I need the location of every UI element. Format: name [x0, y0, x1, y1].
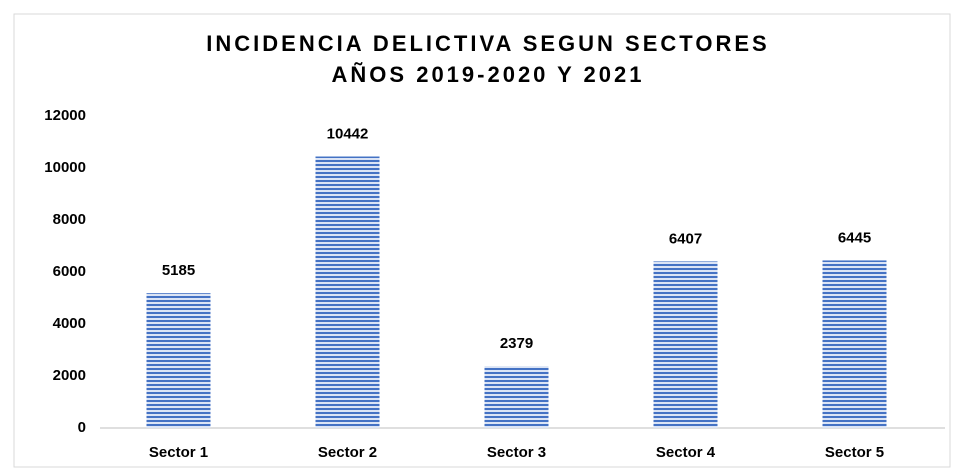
y-tick-label: 12000: [44, 107, 86, 124]
y-tick-label: 0: [78, 419, 86, 436]
chart-title: AÑOS 2019-2020 Y 2021: [332, 62, 645, 87]
y-tick-label: 10000: [44, 159, 86, 176]
x-tick-label: Sector 5: [825, 444, 884, 461]
bar: [315, 156, 380, 428]
y-tick-label: 2000: [53, 367, 86, 384]
bar: [653, 261, 718, 428]
x-tick-label: Sector 4: [656, 444, 716, 461]
data-label: 2379: [500, 335, 533, 352]
x-tick-label: Sector 1: [149, 444, 208, 461]
y-tick-label: 4000: [53, 315, 86, 332]
bar: [146, 293, 211, 428]
chart-title: INCIDENCIA DELICTIVA SEGUN SECTORES: [206, 31, 769, 56]
y-tick-label: 6000: [53, 263, 86, 280]
bar: [822, 260, 887, 428]
data-label: 10442: [327, 125, 369, 142]
bar: [484, 366, 549, 428]
x-tick-label: Sector 2: [318, 444, 377, 461]
y-tick-label: 8000: [53, 211, 86, 228]
x-tick-label: Sector 3: [487, 444, 546, 461]
data-label: 6407: [669, 230, 702, 247]
data-label: 6445: [838, 229, 871, 246]
data-label: 5185: [162, 262, 195, 279]
